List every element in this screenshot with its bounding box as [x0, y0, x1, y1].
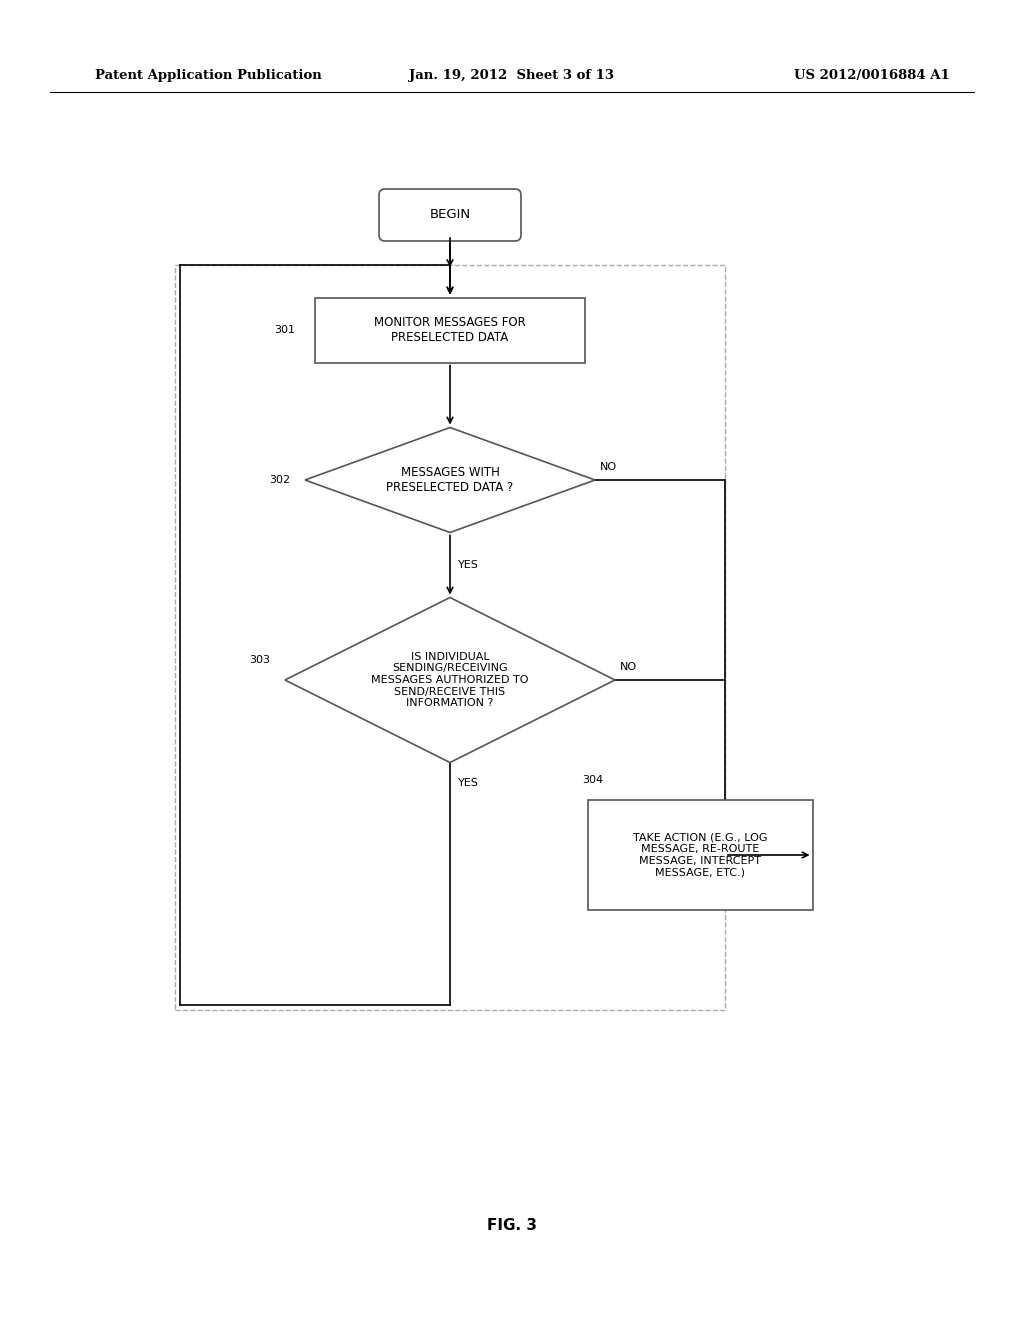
- Text: 304: 304: [583, 775, 603, 785]
- Polygon shape: [305, 428, 595, 532]
- Text: IS INDIVIDUAL
SENDING/RECEIVING
MESSAGES AUTHORIZED TO
SEND/RECEIVE THIS
INFORMA: IS INDIVIDUAL SENDING/RECEIVING MESSAGES…: [372, 652, 528, 709]
- Text: 303: 303: [249, 655, 270, 665]
- Bar: [175, 265, 725, 1010]
- Text: BEGIN: BEGIN: [429, 209, 471, 222]
- Text: TAKE ACTION (E.G., LOG
MESSAGE, RE-ROUTE
MESSAGE, INTERCEPT
MESSAGE, ETC.): TAKE ACTION (E.G., LOG MESSAGE, RE-ROUTE…: [633, 833, 767, 878]
- Text: US 2012/0016884 A1: US 2012/0016884 A1: [795, 69, 950, 82]
- Text: NO: NO: [600, 462, 617, 473]
- Text: 301: 301: [274, 325, 295, 335]
- Text: NO: NO: [620, 663, 637, 672]
- Text: YES: YES: [458, 560, 479, 570]
- Text: Patent Application Publication: Patent Application Publication: [95, 69, 322, 82]
- Text: Jan. 19, 2012  Sheet 3 of 13: Jan. 19, 2012 Sheet 3 of 13: [410, 69, 614, 82]
- FancyBboxPatch shape: [379, 189, 521, 242]
- Text: FIG. 3: FIG. 3: [487, 1217, 537, 1233]
- Text: 302: 302: [269, 475, 290, 484]
- Polygon shape: [285, 598, 615, 763]
- Bar: [315, 297, 585, 363]
- Text: YES: YES: [458, 777, 479, 788]
- Text: MONITOR MESSAGES FOR
PRESELECTED DATA: MONITOR MESSAGES FOR PRESELECTED DATA: [374, 315, 526, 345]
- Text: MESSAGES WITH
PRESELECTED DATA ?: MESSAGES WITH PRESELECTED DATA ?: [386, 466, 514, 494]
- Bar: [588, 800, 812, 909]
